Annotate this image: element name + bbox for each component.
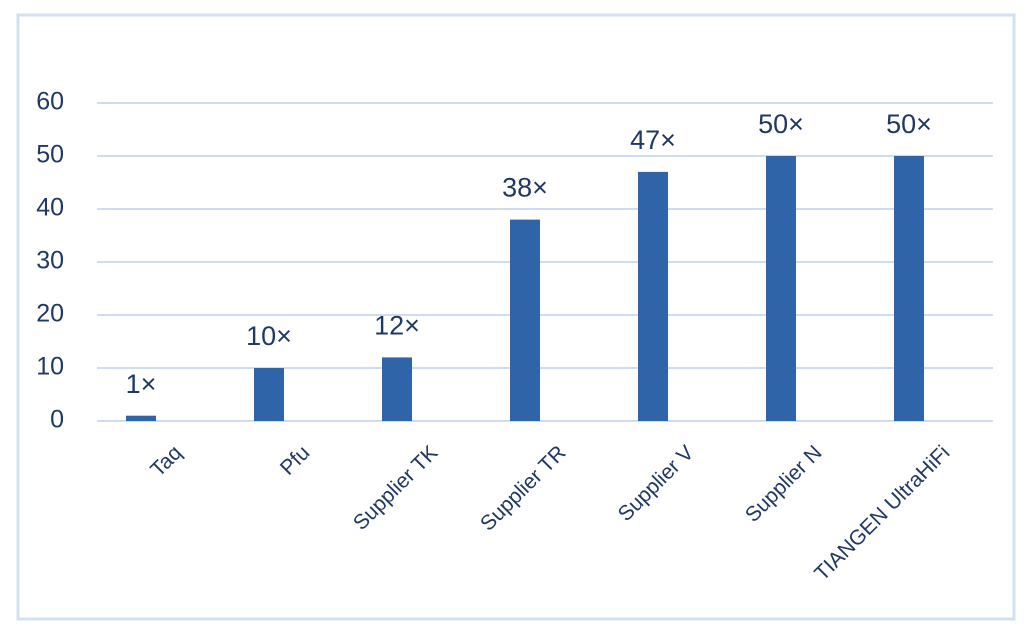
bar xyxy=(126,415,156,421)
bar xyxy=(638,171,668,421)
bar xyxy=(510,219,540,421)
y-tick-label: 10 xyxy=(36,353,64,381)
y-tick-label: 40 xyxy=(36,194,64,222)
value-label: 12× xyxy=(374,311,420,341)
value-label: 1× xyxy=(126,369,157,399)
bar xyxy=(894,156,924,421)
value-label: 50× xyxy=(758,109,804,139)
bar xyxy=(254,368,284,421)
value-label: 50× xyxy=(886,109,932,139)
y-tick-label: 0 xyxy=(50,406,64,434)
bar xyxy=(766,156,796,421)
y-tick-label: 20 xyxy=(36,300,64,328)
value-label: 38× xyxy=(502,173,548,203)
y-tick-label: 30 xyxy=(36,247,64,275)
value-label: 10× xyxy=(246,321,292,351)
y-tick-label: 50 xyxy=(36,141,64,169)
y-tick-label: 60 xyxy=(36,88,64,116)
value-label: 47× xyxy=(630,125,676,155)
bar xyxy=(382,357,412,421)
